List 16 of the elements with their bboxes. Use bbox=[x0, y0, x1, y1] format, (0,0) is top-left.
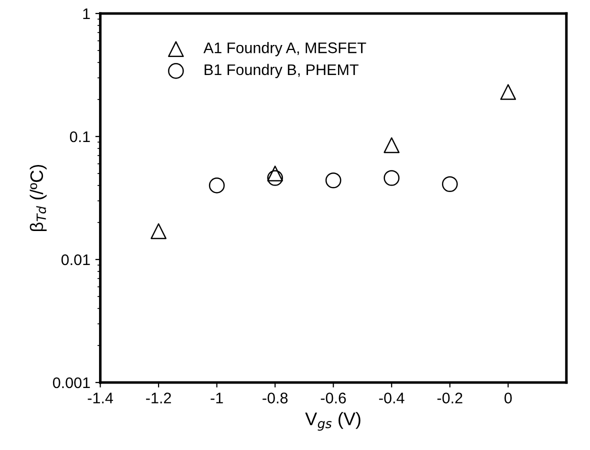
x-tick-label: 0 bbox=[504, 392, 512, 404]
legend-label: B1 Foundry B, PHEMT bbox=[204, 64, 358, 78]
x-tick-label: -1.4 bbox=[88, 392, 114, 404]
y-tick-label: 0.1 bbox=[70, 131, 90, 142]
y-tick-label: 0.01 bbox=[61, 254, 90, 266]
legend-label: A1 Foundry A, MESFET bbox=[203, 42, 366, 56]
x-axis-title: V$_{gs}$ (V) bbox=[305, 412, 360, 431]
y-tick-label: 1 bbox=[83, 8, 90, 20]
x-tick-label: -0.6 bbox=[320, 392, 346, 404]
x-tick-label: -0.4 bbox=[379, 392, 404, 404]
x-tick-label: -0.2 bbox=[437, 392, 462, 404]
y-axis-title: β$_{Td}$ (/ºC) bbox=[30, 164, 47, 232]
x-tick-label: -0.8 bbox=[262, 392, 288, 404]
y-tick-label: 0.001 bbox=[52, 377, 90, 388]
x-tick-label: -1 bbox=[210, 392, 223, 404]
x-tick-label: -1.2 bbox=[146, 392, 171, 404]
